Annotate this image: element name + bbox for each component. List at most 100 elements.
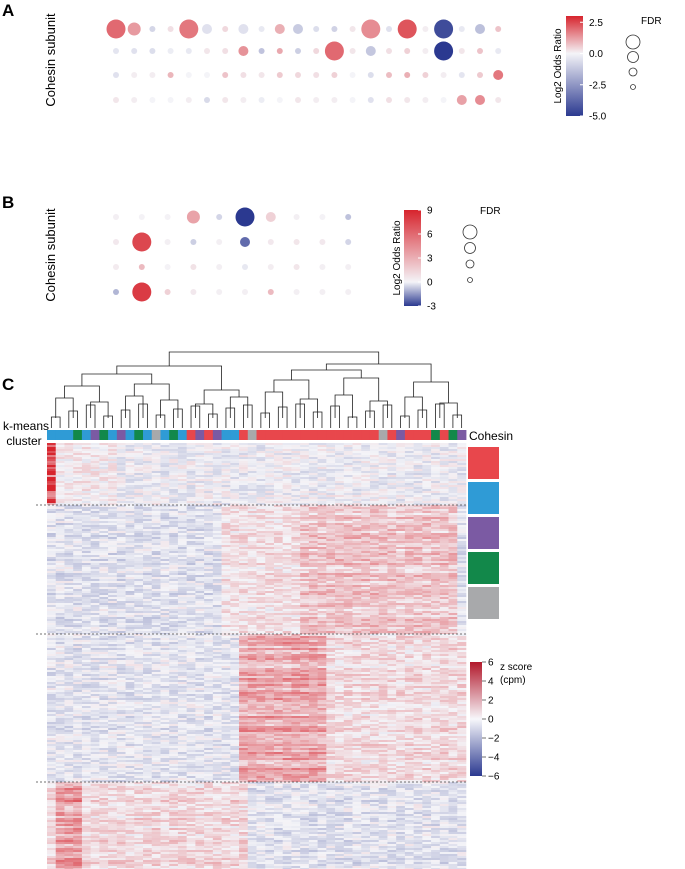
heatmap-cell xyxy=(317,549,327,552)
heatmap-cell xyxy=(47,527,57,530)
heatmap-cell xyxy=(387,557,397,560)
heatmap-cell xyxy=(431,523,441,526)
heatmap-cell xyxy=(448,625,458,628)
heatmap-cell xyxy=(361,629,371,632)
heatmap-cell xyxy=(90,479,100,482)
heatmap-cell xyxy=(160,581,170,584)
heatmap-cell xyxy=(47,475,57,478)
heatmap-cell xyxy=(134,567,144,570)
heatmap-cell xyxy=(343,525,353,528)
heatmap-cell xyxy=(239,559,249,562)
heatmap-cell xyxy=(134,597,144,600)
heatmap-cell xyxy=(378,577,388,580)
heatmap-cell xyxy=(177,461,187,464)
heatmap-cell xyxy=(448,451,458,454)
heatmap-cell xyxy=(160,617,170,620)
heatmap-cell xyxy=(108,501,118,504)
heatmap-cell xyxy=(265,505,275,508)
heatmap-cell xyxy=(387,627,397,630)
heatmap-cell xyxy=(169,461,179,464)
heatmap-cell xyxy=(151,627,161,630)
heatmap-cell xyxy=(439,477,449,480)
heatmap-cell xyxy=(457,505,467,508)
heatmap-cell xyxy=(300,443,310,446)
heatmap-cell xyxy=(413,537,423,540)
dendrogram-branch xyxy=(168,351,380,366)
cohesin-annotation-cell xyxy=(125,430,135,440)
heatmap-cell xyxy=(108,575,118,578)
heatmap-cell xyxy=(265,475,275,478)
heatmap-cell xyxy=(177,481,187,484)
heatmap-cell xyxy=(317,479,327,482)
heatmap-cell xyxy=(73,491,83,494)
heatmap-cell xyxy=(230,551,240,554)
heatmap-cell xyxy=(116,627,126,630)
heatmap-cell xyxy=(291,475,301,478)
heatmap-cell xyxy=(431,499,441,502)
heatmap-cell xyxy=(265,477,275,480)
heatmap-cell xyxy=(387,451,397,454)
heatmap-cell xyxy=(143,517,153,520)
heatmap-cell xyxy=(282,589,292,592)
b-bubble-rad21-normal xyxy=(113,239,119,245)
heatmap-cell xyxy=(90,477,100,480)
heatmap-cell xyxy=(448,491,458,494)
heatmap-cell xyxy=(282,443,292,446)
cohesin-annotation-cell xyxy=(413,430,423,440)
heatmap-cell xyxy=(457,591,467,594)
heatmap-cell xyxy=(143,443,153,446)
heatmap-cell xyxy=(230,623,240,626)
heatmap-cell xyxy=(343,605,353,608)
heatmap-cell xyxy=(108,573,118,576)
heatmap-cell xyxy=(273,481,283,484)
heatmap-cell xyxy=(291,611,301,614)
heatmap-cell xyxy=(361,577,371,580)
heatmap-cell xyxy=(81,587,91,590)
heatmap-cell xyxy=(221,567,231,570)
heatmap-cell xyxy=(300,561,310,564)
heatmap-cell xyxy=(326,603,336,606)
heatmap-cell xyxy=(317,625,327,628)
heatmap-cell xyxy=(352,465,362,468)
heatmap-cell xyxy=(116,505,126,508)
heatmap-cell xyxy=(169,481,179,484)
heatmap-cell xyxy=(431,599,441,602)
heatmap-cell xyxy=(457,475,467,478)
heatmap-cell xyxy=(273,473,283,476)
heatmap-cell xyxy=(239,493,249,496)
heatmap-cell xyxy=(125,615,135,618)
heatmap-cell xyxy=(81,577,91,580)
heatmap-cell xyxy=(177,529,187,532)
heatmap-cell xyxy=(448,597,458,600)
heatmap-cell xyxy=(186,563,196,566)
heatmap-cell xyxy=(273,477,283,480)
heatmap-cell xyxy=(404,577,414,580)
heatmap-cell xyxy=(55,551,65,554)
heatmap-cell xyxy=(160,457,170,460)
heatmap-cell xyxy=(317,623,327,626)
heatmap-cell xyxy=(186,465,196,468)
heatmap-cell xyxy=(404,587,414,590)
heatmap-cell xyxy=(81,493,91,496)
heatmap-cell xyxy=(169,537,179,540)
heatmap-cell xyxy=(160,479,170,482)
heatmap-cell xyxy=(160,571,170,574)
heatmap-cell xyxy=(151,481,161,484)
heatmap-cell xyxy=(143,459,153,462)
heatmap-cell xyxy=(273,619,283,622)
heatmap-cell xyxy=(317,561,327,564)
heatmap-cell xyxy=(439,553,449,556)
heatmap-cell xyxy=(90,513,100,516)
heatmap-cell xyxy=(81,497,91,500)
heatmap-cell xyxy=(343,583,353,586)
heatmap-cell xyxy=(55,547,65,550)
heatmap-cell xyxy=(265,547,275,550)
heatmap-cell xyxy=(143,601,153,604)
heatmap-cell xyxy=(256,587,266,590)
heatmap-cell xyxy=(396,567,406,570)
heatmap-cell xyxy=(404,603,414,606)
heatmap-cell xyxy=(300,469,310,472)
heatmap-cell xyxy=(125,479,135,482)
heatmap-cell xyxy=(308,523,318,526)
heatmap-cell xyxy=(256,463,266,466)
